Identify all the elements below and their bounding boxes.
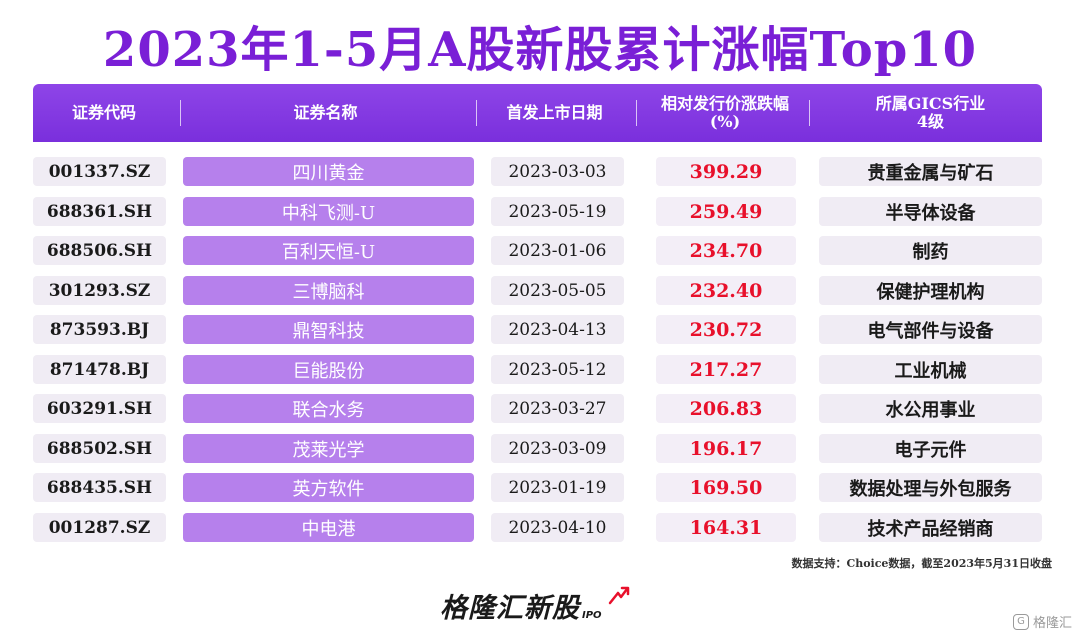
table-row: 873593.BJ 鼎智科技 2023-04-13 230.72 电气部件与设备 [33,315,1042,344]
up-arrow-icon [608,586,630,605]
cell-change: 230.72 [656,315,796,344]
header-divider [476,100,477,126]
header-change: 相对发行价涨跌幅 (%) [647,84,803,142]
table-header: 证券代码 证券名称 首发上市日期 相对发行价涨跌幅 (%) 所属GICS行业 4… [33,84,1042,142]
header-divider [636,100,637,126]
page-title: 2023年1-5月A股新股累计涨幅Top10 [102,22,978,78]
header-change-label: 相对发行价涨跌幅 [660,94,789,113]
table-row: 301293.SZ 三博脑科 2023-05-05 232.40 保健护理机构 [33,276,1042,305]
source-note: 数据支持：Choice数据，截至2023年5月31日收盘 [791,557,1052,570]
header-industry: 所属GICS行业 4级 [823,84,1038,142]
cell-change: 259.49 [656,197,796,226]
cell-date: 2023-04-10 [491,513,624,542]
table-row: 688361.SH 中科飞测-U 2023-05-19 259.49 半导体设备 [33,197,1042,226]
cell-code: 001287.SZ [33,513,166,542]
cell-code: 001337.SZ [33,157,166,186]
cell-code: 301293.SZ [33,276,166,305]
cell-code: 688502.SH [33,434,166,463]
cell-name: 四川黄金 [183,157,474,186]
table-row: 871478.BJ 巨能股份 2023-05-12 217.27 工业机械 [33,355,1042,384]
cell-industry: 半导体设备 [819,197,1042,226]
watermark: G 格隆汇 [1012,612,1072,631]
cell-code: 688435.SH [33,473,166,502]
cell-name: 巨能股份 [183,355,474,384]
cell-code: 873593.BJ [33,315,166,344]
table-row: 001287.SZ 中电港 2023-04-10 164.31 技术产品经销商 [33,513,1042,542]
cell-date: 2023-05-19 [491,197,624,226]
cell-date: 2023-01-19 [491,473,624,502]
cell-name: 英方软件 [183,473,474,502]
cell-change: 169.50 [656,473,796,502]
cell-industry: 技术产品经销商 [819,513,1042,542]
cell-change: 217.27 [656,355,796,384]
table-row: 688435.SH 英方软件 2023-01-19 169.50 数据处理与外包服务 [33,473,1042,502]
cell-change: 196.17 [656,434,796,463]
cell-name: 鼎智科技 [183,315,474,344]
cell-code: 603291.SH [33,394,166,423]
cell-name: 联合水务 [183,394,474,423]
cell-date: 2023-01-06 [491,236,624,265]
cell-date: 2023-04-13 [491,315,624,344]
cell-date: 2023-05-05 [491,276,624,305]
header-divider [180,100,181,126]
cell-industry: 保健护理机构 [819,276,1042,305]
logo-text: 格隆汇新股 [440,593,580,624]
table-row: 603291.SH 联合水务 2023-03-27 206.83 水公用事业 [33,394,1042,423]
cell-name: 茂莱光学 [183,434,474,463]
cell-code: 688506.SH [33,236,166,265]
brand-logo: 格隆汇新股 IPO [440,585,630,625]
watermark-text: 格隆汇 [1032,616,1072,631]
cell-industry: 制药 [819,236,1042,265]
cell-industry: 贵重金属与矿石 [819,157,1042,186]
header-divider [809,100,810,126]
cell-date: 2023-03-09 [491,434,624,463]
cell-date: 2023-03-27 [491,394,624,423]
cell-name: 百利天恒-U [183,236,474,265]
table-row: 688506.SH 百利天恒-U 2023-01-06 234.70 制药 [33,236,1042,265]
header-code: 证券代码 [71,103,136,122]
table-row: 001337.SZ 四川黄金 2023-03-03 399.29 贵重金属与矿石 [33,157,1042,186]
cell-date: 2023-05-12 [491,355,624,384]
cell-change: 234.70 [656,236,796,265]
cell-code: 871478.BJ [33,355,166,384]
header-name: 证券名称 [293,103,358,122]
header-industry-label: 所属GICS行业 [875,94,986,113]
cell-code: 688361.SH [33,197,166,226]
cell-industry: 水公用事业 [819,394,1042,423]
cell-industry: 数据处理与外包服务 [819,473,1042,502]
table-row: 688502.SH 茂莱光学 2023-03-09 196.17 电子元件 [33,434,1042,463]
cell-change: 399.29 [656,157,796,186]
cell-industry: 电子元件 [819,434,1042,463]
cell-industry: 电气部件与设备 [819,315,1042,344]
logo-suffix: IPO [582,610,602,621]
header-industry-level: 4级 [916,112,945,131]
header-date: 首发上市日期 [506,103,603,122]
cell-industry: 工业机械 [819,355,1042,384]
cell-name: 中电港 [183,513,474,542]
cell-name: 中科飞测-U [183,197,474,226]
cell-change: 206.83 [656,394,796,423]
cell-change: 164.31 [656,513,796,542]
cell-change: 232.40 [656,276,796,305]
cell-name: 三博脑科 [183,276,474,305]
header-change-unit: (%) [709,112,741,131]
cell-date: 2023-03-03 [491,157,624,186]
gelonghui-logo-icon: G [1012,613,1029,630]
